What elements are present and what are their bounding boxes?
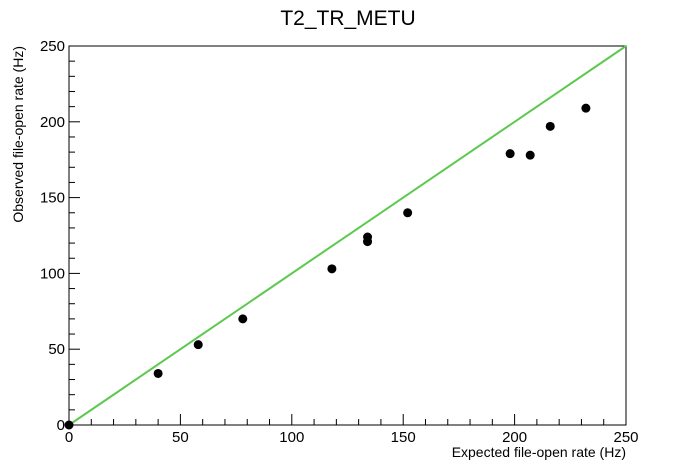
data-point [64, 420, 74, 430]
x-tick-label: 50 [172, 429, 189, 446]
data-point [403, 208, 413, 218]
reference-line [68, 45, 627, 426]
x-tick-label: 200 [502, 429, 527, 446]
x-tick-label: 0 [65, 429, 73, 446]
x-tick-label: 250 [613, 429, 638, 446]
y-axis-title: Observed file-open rate (Hz) [10, 46, 26, 223]
data-point [505, 149, 515, 159]
data-point [193, 340, 203, 350]
y-tick-label: 200 [40, 114, 65, 131]
y-tick-label: 100 [40, 265, 65, 282]
data-point [525, 150, 535, 160]
plot-frame [68, 45, 627, 426]
x-axis: 0 50 100 150 200 250 [65, 414, 639, 446]
y-tick-label: 150 [40, 190, 65, 207]
data-point [545, 121, 555, 131]
y-tick-label: 250 [40, 38, 65, 55]
data-point [363, 232, 373, 242]
y-axis: 0 50 100 150 200 250 [40, 38, 80, 434]
x-tick-label: 150 [391, 429, 416, 446]
data-point [327, 264, 337, 274]
chart-title: T2_TR_METU [280, 7, 415, 30]
data-point [581, 103, 591, 113]
data-points [64, 103, 591, 430]
y-tick-label: 0 [57, 417, 65, 434]
x-axis-title: Expected file-open rate (Hz) [452, 444, 626, 460]
x-tick-label: 100 [279, 429, 304, 446]
y-tick-label: 50 [48, 341, 65, 358]
data-point [238, 314, 248, 324]
data-point [153, 368, 163, 378]
